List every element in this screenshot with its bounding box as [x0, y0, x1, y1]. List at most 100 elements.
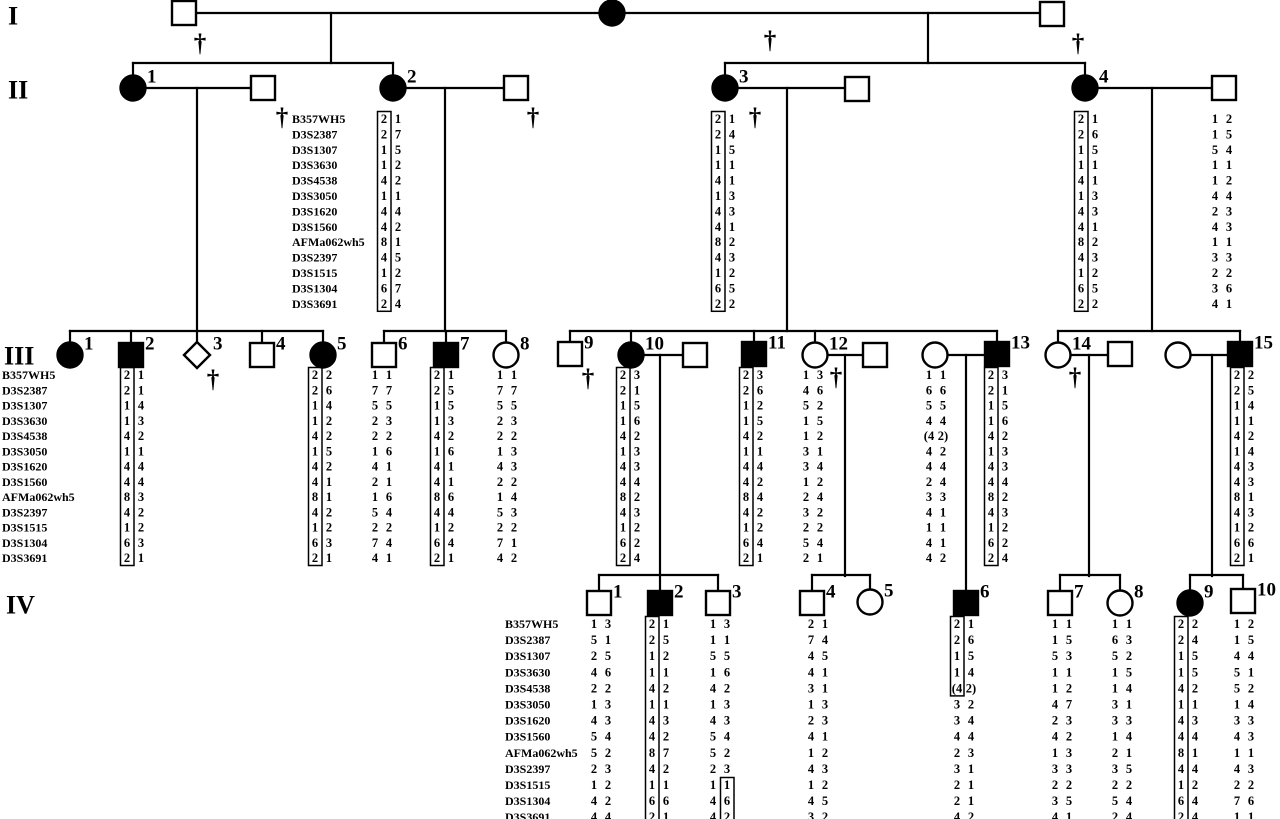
allele-III-10: 1: [620, 521, 626, 535]
marker-label: D3S3050: [505, 698, 550, 712]
allele-IV-9: 3: [1192, 714, 1198, 728]
allele-II-2: 4: [395, 297, 402, 311]
allele-IV-2: 1: [649, 665, 655, 679]
marker-label: B357WH5: [2, 368, 55, 382]
allele-III-6: 2: [386, 521, 392, 535]
allele-II-2: 2: [381, 297, 387, 311]
person-III-11-symbol: [740, 340, 768, 368]
marker-label: AFMa062wh5: [2, 490, 75, 504]
person-III-14-symbol: [1044, 341, 1072, 369]
allele-IV-6: 1: [968, 794, 974, 808]
allele-III-12: 1: [817, 444, 823, 458]
allele-III-11: 1: [743, 521, 749, 535]
allele-IV-1: 3: [605, 762, 611, 776]
allele-IV-9: 1: [1178, 649, 1184, 663]
allele-IV-3: 1: [710, 633, 716, 647]
person-III-2-number: 2: [145, 334, 155, 355]
allele-IV-3: 4: [710, 681, 717, 695]
person-III-10-husband-symbol: [681, 341, 709, 369]
allele-III-2: 4: [138, 399, 145, 413]
allele-III-7: 1: [434, 521, 440, 535]
marker-label: B357WH5: [292, 112, 345, 126]
allele-III-5: 2: [312, 383, 318, 397]
allele-III-13: 2: [988, 368, 994, 382]
allele-IV-8: 1: [1112, 730, 1118, 744]
allele-IV-10: 1: [1234, 698, 1240, 712]
person-II-2-husband-symbol: [502, 74, 530, 102]
allele-IV-1: 3: [605, 714, 611, 728]
allele-III-7: 2: [448, 521, 454, 535]
allele-IV-4: 3: [808, 810, 814, 819]
allele-III-10: 4: [620, 460, 627, 474]
allele-III-11: 2: [757, 521, 763, 535]
allele-III-11: 2: [743, 368, 749, 382]
allele-III-5: 1: [312, 399, 318, 413]
allele-IV-4: 4: [822, 633, 829, 647]
allele-II-3: 5: [729, 281, 735, 295]
person-IV-4-number: 4: [826, 582, 836, 603]
allele-III-6: 4: [372, 551, 379, 565]
allele-III-11: 4: [757, 536, 764, 550]
allele-II-3: 1: [729, 220, 735, 234]
allele-III-8: 7: [497, 383, 503, 397]
allele-IV-10: 1: [1234, 633, 1240, 647]
allele-III-13: 2: [1002, 521, 1008, 535]
allele-IV-10: 4: [1234, 730, 1241, 744]
allele-III-6: 1: [386, 551, 392, 565]
allele-IV-9: 4: [1178, 762, 1185, 776]
allele-IV-1: 4: [591, 714, 598, 728]
allele-III-6: 5: [372, 505, 378, 519]
allele-III-6: 4: [386, 536, 393, 550]
allele-IV-7: 2: [1052, 714, 1058, 728]
allele-II-4: 2: [1092, 297, 1098, 311]
deceased-dagger-icon: †: [764, 27, 777, 54]
haplotype-box-III-5: [307, 366, 323, 567]
allele-IV-10: 2: [1234, 778, 1240, 792]
allele-III-15: 2: [1234, 383, 1240, 397]
allele-IV-4: 1: [822, 681, 828, 695]
allele-III-7: 6: [448, 490, 454, 504]
allele-II-4-husband: 2: [1226, 174, 1232, 188]
allele-IV-7: 4: [1052, 810, 1059, 819]
allele-IV-6: 3: [968, 746, 974, 760]
haplotype-box-IV-3: [719, 776, 735, 819]
allele-III-15: 1: [1248, 490, 1254, 504]
allele-IV-6: 3: [954, 762, 960, 776]
allele-IV-8: 3: [1112, 714, 1118, 728]
allele-III-13-wife: 1: [926, 368, 932, 382]
allele-III-15: 2: [1234, 551, 1240, 565]
marker-label: D3S3050: [292, 189, 337, 203]
allele-IV-6: 2: [954, 617, 960, 631]
allele-III-6: 1: [386, 368, 392, 382]
allele-II-4-husband: 3: [1212, 281, 1218, 295]
allele-III-12: 5: [803, 536, 809, 550]
allele-IV-8: 1: [1112, 681, 1118, 695]
allele-II-4: 4: [1078, 220, 1085, 234]
allele-III-13: 8: [988, 490, 994, 504]
allele-III-6: 2: [386, 429, 392, 443]
allele-IV-3: 1: [710, 665, 716, 679]
allele-III-10: 2: [620, 368, 626, 382]
allele-II-3: 1: [729, 112, 735, 126]
allele-IV-7: 1: [1052, 665, 1058, 679]
allele-II-4-husband: 5: [1226, 127, 1232, 141]
allele-III-11: 4: [757, 460, 764, 474]
person-IV-10-symbol: [1229, 587, 1257, 615]
allele-III-11: 1: [757, 551, 763, 565]
allele-IV-6: 5: [968, 649, 974, 663]
allele-III-12: 1: [817, 551, 823, 565]
allele-III-5: 2: [312, 368, 318, 382]
allele-III-10: 1: [634, 383, 640, 397]
marker-label: D3S1307: [292, 143, 337, 157]
allele-III-7: 4: [434, 505, 441, 519]
allele-IV-10: 1: [1234, 617, 1240, 631]
person-III-14-husband-symbol: [1106, 340, 1134, 368]
allele-IV-8: 5: [1112, 649, 1118, 663]
person-III-2-symbol: [117, 341, 145, 369]
allele-IV-10: 1: [1234, 810, 1240, 819]
allele-III-2: 1: [124, 399, 130, 413]
person-III-9-number: 9: [584, 333, 594, 354]
haplotype-box-IV-2: [644, 615, 660, 819]
allele-III-2: 3: [138, 490, 144, 504]
allele-IV-6: 2: [968, 810, 974, 819]
